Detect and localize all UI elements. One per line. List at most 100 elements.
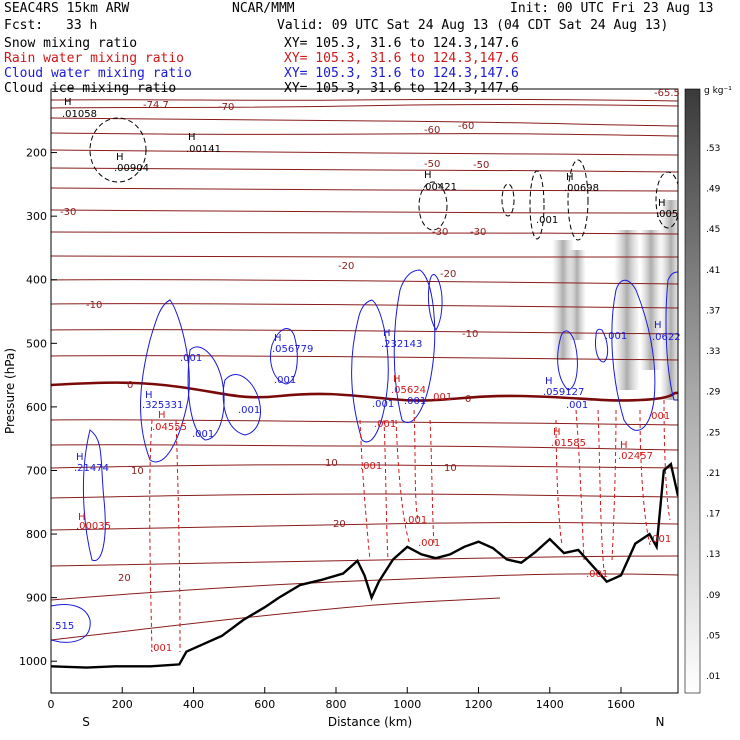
isotherm-label: -30 [60,207,76,218]
snow-label: H [64,97,72,108]
cloud-water-label: .001 [566,400,588,411]
snow-label: .01058 [62,109,97,120]
legend-snow-field: Snow mixing ratio [4,36,138,51]
colorbar [684,88,701,694]
x-tick-label: 400 [183,698,204,711]
cloud-water-contour [427,274,443,331]
x-tick-label: 0 [48,698,55,711]
cloud-water-label: .056779 [272,344,313,355]
y-tick-label: 300 [26,210,47,223]
org-title: NCAR/MMM [232,1,295,16]
forecast-label: Fcst: [4,18,44,33]
cloud-water-contour [557,330,578,391]
plot-frame [50,88,679,694]
rain-label: .001 [374,419,396,430]
rain-contour [429,419,435,546]
cloud-water-label: .515 [52,621,74,632]
isotherm [51,329,678,335]
isotherm [51,231,678,235]
rain-label: .05624 [391,385,426,396]
y-axis-title: Pressure (hPa) [3,348,17,434]
rain-label: H [393,374,401,385]
rain-label: H [620,440,628,451]
cloud-water-contour [187,346,225,441]
snow-label: .00698 [564,183,599,194]
ice-contour [655,171,678,229]
rain-contour [383,419,389,561]
cloud-water-label: .001 [180,353,202,364]
colorbar-label: .53 [706,144,720,154]
cloud-water-label: .001 [274,375,296,386]
cloud-water-label: .232143 [381,339,422,350]
rain-contour [175,419,181,653]
cloud-water-label: .001 [192,429,214,440]
cloud-water-label: .059127 [543,387,584,398]
colorbar-label: .13 [706,550,720,560]
snow-shading [614,230,640,390]
isotherm-label: 0 [127,380,133,391]
isotherm-label: -74.7 [143,100,169,111]
rain-contour [395,419,411,546]
x-tick-label: 1400 [536,698,564,711]
isotherm [51,104,678,109]
x-tick-label: 1000 [393,698,421,711]
isotherm-label: -60 [458,121,474,132]
snow-label: H [424,170,432,181]
valid-time: Valid: 09 UTC Sat 24 Aug 13 (04 CDT Sat … [277,18,669,33]
rain-contour [663,399,671,521]
y-tick-label: 600 [26,401,47,414]
x-tick-label: 800 [326,698,347,711]
ice-contour [567,159,589,241]
isotherm-label: -30 [470,227,486,238]
snow-label: .00421 [422,182,457,193]
cloud-water-label: H [274,333,282,344]
cloud-water-label: H [545,376,553,387]
rain-label: .04555 [152,422,187,433]
cloud-water-contour [595,328,609,363]
y-tick-label: 800 [26,528,47,541]
colorbar-label: .45 [706,225,720,235]
colorbar-label: .41 [706,266,720,276]
cloud-water-contour [222,374,261,436]
x-tick-label: 1600 [607,698,635,711]
ice-contour [529,170,545,240]
x-axis: 0 200 400 600 800 1000 1200 1400 1600 [48,687,635,711]
isotherm [51,303,678,309]
rain-label: .001 [360,461,382,472]
x-axis-title: Distance (km) [328,715,412,729]
isotherm-label: -10 [86,300,102,311]
rain-contour [575,409,585,561]
north-label: N [656,715,665,729]
y-axis: 200 300 400 500 600 700 800 900 1000 [19,147,57,668]
x-tick-label: 1200 [465,698,493,711]
snow-label: H [658,198,666,209]
rain-contour [639,409,651,546]
rain-contour [597,409,605,571]
plot-area [51,98,678,669]
isotherm-label: 20 [118,573,131,584]
isotherm-label: -50 [473,160,489,171]
ice-contour [501,183,515,217]
legend-rain-field: Rain water mixing ratio [4,51,185,66]
cloud-water-label: .325331 [142,400,183,411]
snow-label: .005 [656,209,678,220]
cloud-water-contour [140,299,190,463]
colorbar-label: .49 [706,185,721,195]
isotherm-label: 10 [131,466,144,477]
isotherm-label: 0 [465,394,471,405]
snow-label: H [188,132,196,143]
cloud-water-contour [82,429,106,562]
colorbar-label: .37 [706,306,720,316]
cloud-water-label: .21474 [74,463,109,474]
isotherm [51,132,678,137]
rain-label: H [158,410,166,421]
isotherm [51,419,678,426]
rain-label: .001 [586,569,608,580]
cloud-water-contour [665,271,678,401]
rain-label: .001 [405,515,427,526]
isotherm [51,444,678,451]
y-tick-label: 500 [26,337,47,350]
cloud-water-label: H [145,390,153,401]
rain-contour [359,419,371,561]
